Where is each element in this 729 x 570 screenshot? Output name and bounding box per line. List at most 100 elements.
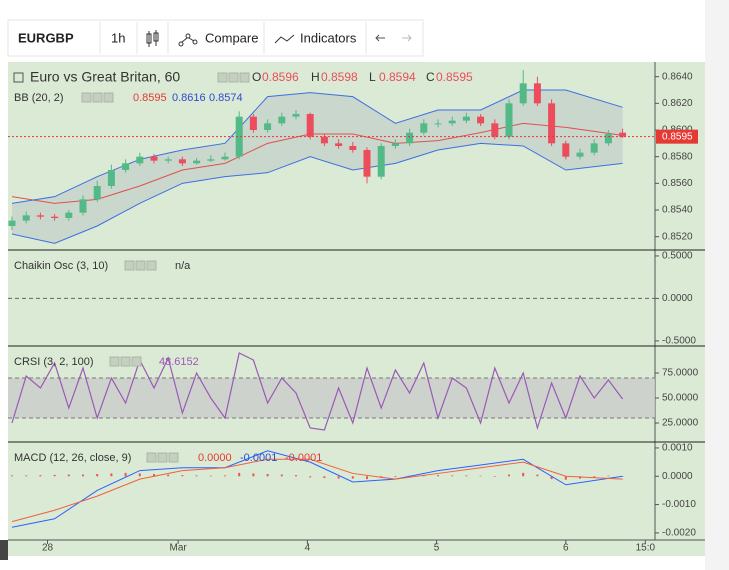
histogram-bar [138,473,141,477]
price-tick-label: 0.8560 [662,178,693,189]
candle-body [576,152,584,157]
value-tick-label: 0.0000 [662,293,693,304]
histogram-bar [607,475,610,477]
histogram-bar [110,473,113,477]
candle-body [519,83,527,104]
time-tick-label: 15:0 [636,543,656,554]
last-price-tag [656,129,698,144]
price-tick-label: 0.8540 [662,205,693,216]
corner [0,540,8,560]
histogram-bar [564,476,567,480]
histogram-bar [550,476,553,480]
histogram-bar [451,475,454,477]
indicator-value: 0.0000 [198,452,232,464]
time-tick-label: 5 [434,543,440,554]
ohlc-value: 0.8595 [436,70,473,84]
indicator-title: MACD (12, 26, close, 9) [14,452,131,464]
histogram-bar [67,474,70,477]
chart-title: Euro vs Great Britan, 60 [30,69,180,85]
histogram-bar [25,475,28,477]
pane-control [239,72,250,83]
candle-body [434,123,442,125]
candle-body [51,216,59,218]
interval[interactable]: 1h [111,30,125,45]
pane-control [120,356,131,367]
histogram-bar [337,476,340,479]
value-tick-label: -0.5000 [662,336,696,347]
pane-control [109,356,120,367]
histogram-bar [167,474,170,477]
ohlc-key: L [369,70,376,84]
histogram-bar [195,475,198,477]
histogram-bar [124,472,127,477]
side-margin [705,0,729,570]
candle-body [65,212,73,218]
candle-body [122,163,130,170]
value-tick-label: 50.0000 [662,393,699,404]
candle-body [548,103,556,144]
candle-body [36,215,44,217]
value-tick-label: -0.0020 [662,528,696,539]
histogram-bar [53,474,56,477]
histogram-bar [209,475,212,477]
price-tick-label: 0.8640 [662,71,693,82]
histogram-bar [238,472,241,477]
histogram-bar [437,475,439,477]
histogram-bar [522,472,525,477]
ohlc-key: O [252,70,261,84]
histogram-bar [309,476,312,478]
symbol[interactable]: EURGBP [18,30,74,45]
pane-control [146,260,157,271]
candle-body [136,156,144,164]
ohlc-value: 0.8594 [379,70,416,84]
pane-control [124,260,135,271]
histogram-bar [96,474,99,477]
price-tick-label: 0.8520 [662,231,693,242]
candle-body [590,143,598,153]
pane-control [157,452,168,463]
redo-button[interactable] [402,34,412,42]
candle-body [448,120,456,124]
candle-body [79,199,87,213]
histogram-bar [266,474,269,477]
candle-body [150,156,158,161]
candle-body [164,159,172,161]
candle-body [221,156,229,160]
macd-line [11,458,623,523]
value-tick-label: 25.0000 [662,418,699,429]
histogram-bar [493,476,496,477]
candle-body [264,123,272,130]
pane-control [103,92,114,103]
candle-body [406,132,414,144]
last-price-label: 0.8595 [662,131,693,142]
histogram-bar [508,474,510,477]
histogram-bar [479,475,482,477]
indicator-title: CRSI (3, 2, 100) [14,356,93,368]
histogram-bar [224,475,226,477]
candle-body [420,123,428,133]
undo-button[interactable] [375,34,385,42]
indicator-title: Chaikin Osc (3, 10) [14,260,108,272]
histogram-bar [536,474,539,477]
compare-icon [178,33,198,47]
indicators-button[interactable]: Indicators [300,30,357,45]
candle-style-button[interactable] [146,30,159,47]
indicator-value: 48.6152 [159,356,199,368]
macd-line [11,450,623,528]
candle-body [562,143,570,157]
candle-body [249,116,257,130]
ohlc-value: 0.8596 [262,70,299,84]
indicator-value: 0.8574 [209,92,243,104]
ohlc-key: H [311,70,320,84]
histogram-bar [394,476,397,478]
candle-body [93,186,101,200]
compare-button[interactable]: Compare [205,30,258,45]
histogram-bar [366,476,368,480]
pane-control [131,356,142,367]
indicator-value: -0.0001 [285,452,322,464]
histogram-bar [593,476,596,478]
pane-control [217,72,228,83]
candle-body [8,220,16,226]
candle-body [462,116,470,121]
collapse-box [13,72,24,83]
